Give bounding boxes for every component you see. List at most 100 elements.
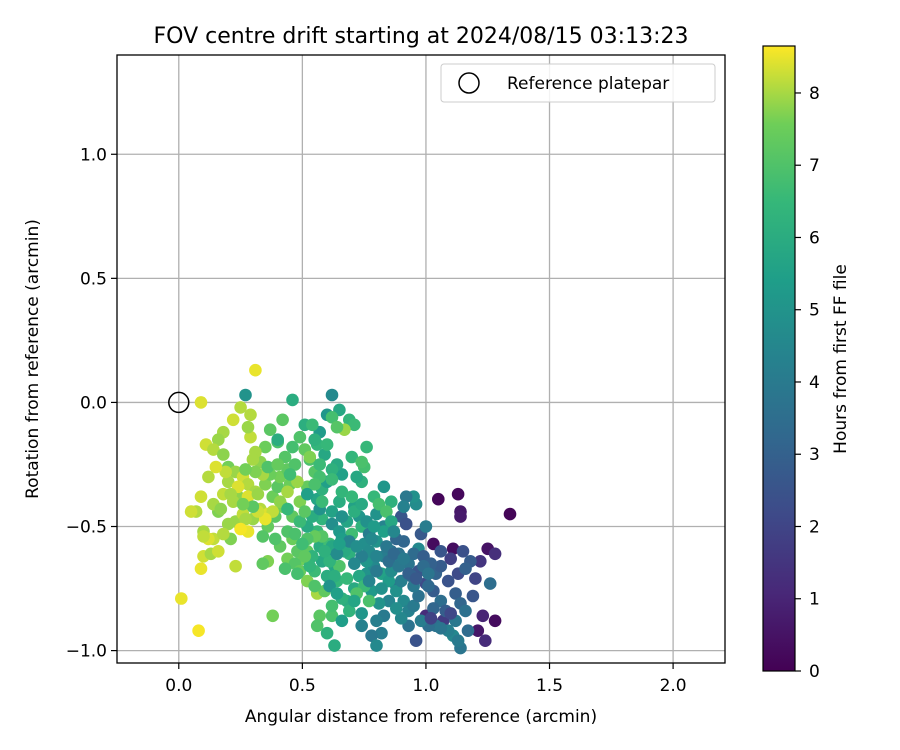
data-point [207, 443, 220, 456]
colorbar: 0 1 2 3 4 5 6 7 8 Hours from first FF file [762, 45, 851, 682]
data-point [471, 624, 485, 637]
data-point [407, 599, 420, 613]
data-point [474, 555, 487, 568]
data-point [291, 567, 304, 580]
data-point [286, 393, 299, 407]
data-point [399, 517, 413, 531]
data-point [320, 626, 334, 640]
data-point [446, 542, 460, 556]
data-point [217, 448, 230, 461]
data-point [308, 433, 322, 447]
data-point [335, 468, 349, 481]
plot-frame [116, 54, 726, 664]
data-point [362, 594, 376, 608]
x-tick-label: 2.0 [660, 676, 687, 696]
colorbar-tick-label: 2 [809, 517, 820, 537]
data-point [372, 597, 386, 610]
data-point [348, 557, 361, 570]
data-point [221, 517, 235, 531]
data-point [328, 569, 341, 583]
colorbar-gradient [762, 45, 796, 672]
data-point [432, 492, 445, 506]
data-point [249, 465, 262, 479]
data-point [293, 430, 307, 444]
data-point [283, 468, 297, 481]
data-point [256, 557, 270, 570]
data-point [375, 582, 388, 595]
data-point [419, 520, 433, 533]
colorbar-ticks: 0 1 2 3 4 5 6 7 8 [795, 84, 820, 682]
data-point [390, 602, 403, 615]
data-point [370, 550, 383, 563]
data-point [271, 433, 285, 447]
data-point [449, 587, 462, 600]
colorbar-tick-label: 8 [809, 84, 820, 104]
colorbar-tick-label: 1 [809, 590, 820, 610]
data-point [271, 480, 285, 494]
data-point [370, 507, 383, 521]
data-point [434, 622, 448, 635]
x-tick-label: 0.0 [165, 676, 192, 696]
data-point [266, 609, 280, 623]
data-point [212, 433, 225, 447]
data-point [451, 634, 465, 647]
data-point [278, 562, 292, 575]
data-point [256, 530, 270, 543]
x-tick-label: 0.5 [289, 676, 316, 696]
y-tick-label: −1.0 [66, 642, 107, 662]
data-point [328, 639, 341, 652]
data-point [330, 420, 344, 434]
data-point [246, 500, 260, 513]
data-point [298, 505, 312, 518]
data-point [325, 505, 339, 518]
data-point [385, 515, 398, 528]
data-point [370, 564, 383, 578]
data-point [288, 527, 302, 541]
data-point [466, 589, 480, 603]
data-point [441, 574, 455, 588]
data-point [239, 463, 252, 476]
data-point [459, 604, 472, 618]
data-point [422, 579, 435, 593]
data-point [268, 532, 282, 546]
chart-title: FOV centre drift starting at 2024/08/15 … [154, 24, 689, 49]
y-tick-label: 0.5 [80, 269, 107, 289]
data-point [459, 562, 472, 575]
data-point [263, 423, 277, 437]
data-point [214, 502, 228, 516]
data-point [298, 550, 312, 563]
data-point [444, 552, 458, 566]
data-point [335, 614, 349, 628]
data-point [367, 520, 381, 533]
data-point [234, 401, 247, 414]
y-ticks: −1.0 −0.5 0.0 0.5 1.0 [66, 145, 117, 662]
data-point [251, 487, 265, 501]
colorbar-tick-label: 6 [809, 228, 820, 248]
colorbar-tick-label: 4 [809, 373, 820, 393]
data-point [397, 500, 411, 513]
data-point [355, 619, 369, 633]
data-point [325, 411, 339, 424]
data-point [308, 478, 322, 491]
data-point [313, 458, 327, 471]
colorbar-tick-label: 5 [809, 301, 820, 321]
data-point [192, 624, 205, 637]
data-point [219, 465, 232, 479]
data-point [315, 512, 329, 526]
data-point [202, 470, 215, 484]
data-point [476, 609, 490, 623]
data-point [394, 612, 408, 625]
data-point [259, 478, 272, 491]
data-point [355, 497, 369, 511]
data-point [387, 525, 401, 538]
y-tick-label: −0.5 [66, 518, 107, 538]
data-point [380, 505, 393, 518]
data-point [461, 624, 475, 637]
data-point [301, 487, 314, 501]
data-point [340, 572, 354, 585]
legend-label: Reference platepar [507, 74, 669, 94]
data-point [365, 532, 378, 546]
data-point [370, 639, 383, 652]
data-point [194, 562, 208, 575]
data-point [212, 545, 225, 558]
